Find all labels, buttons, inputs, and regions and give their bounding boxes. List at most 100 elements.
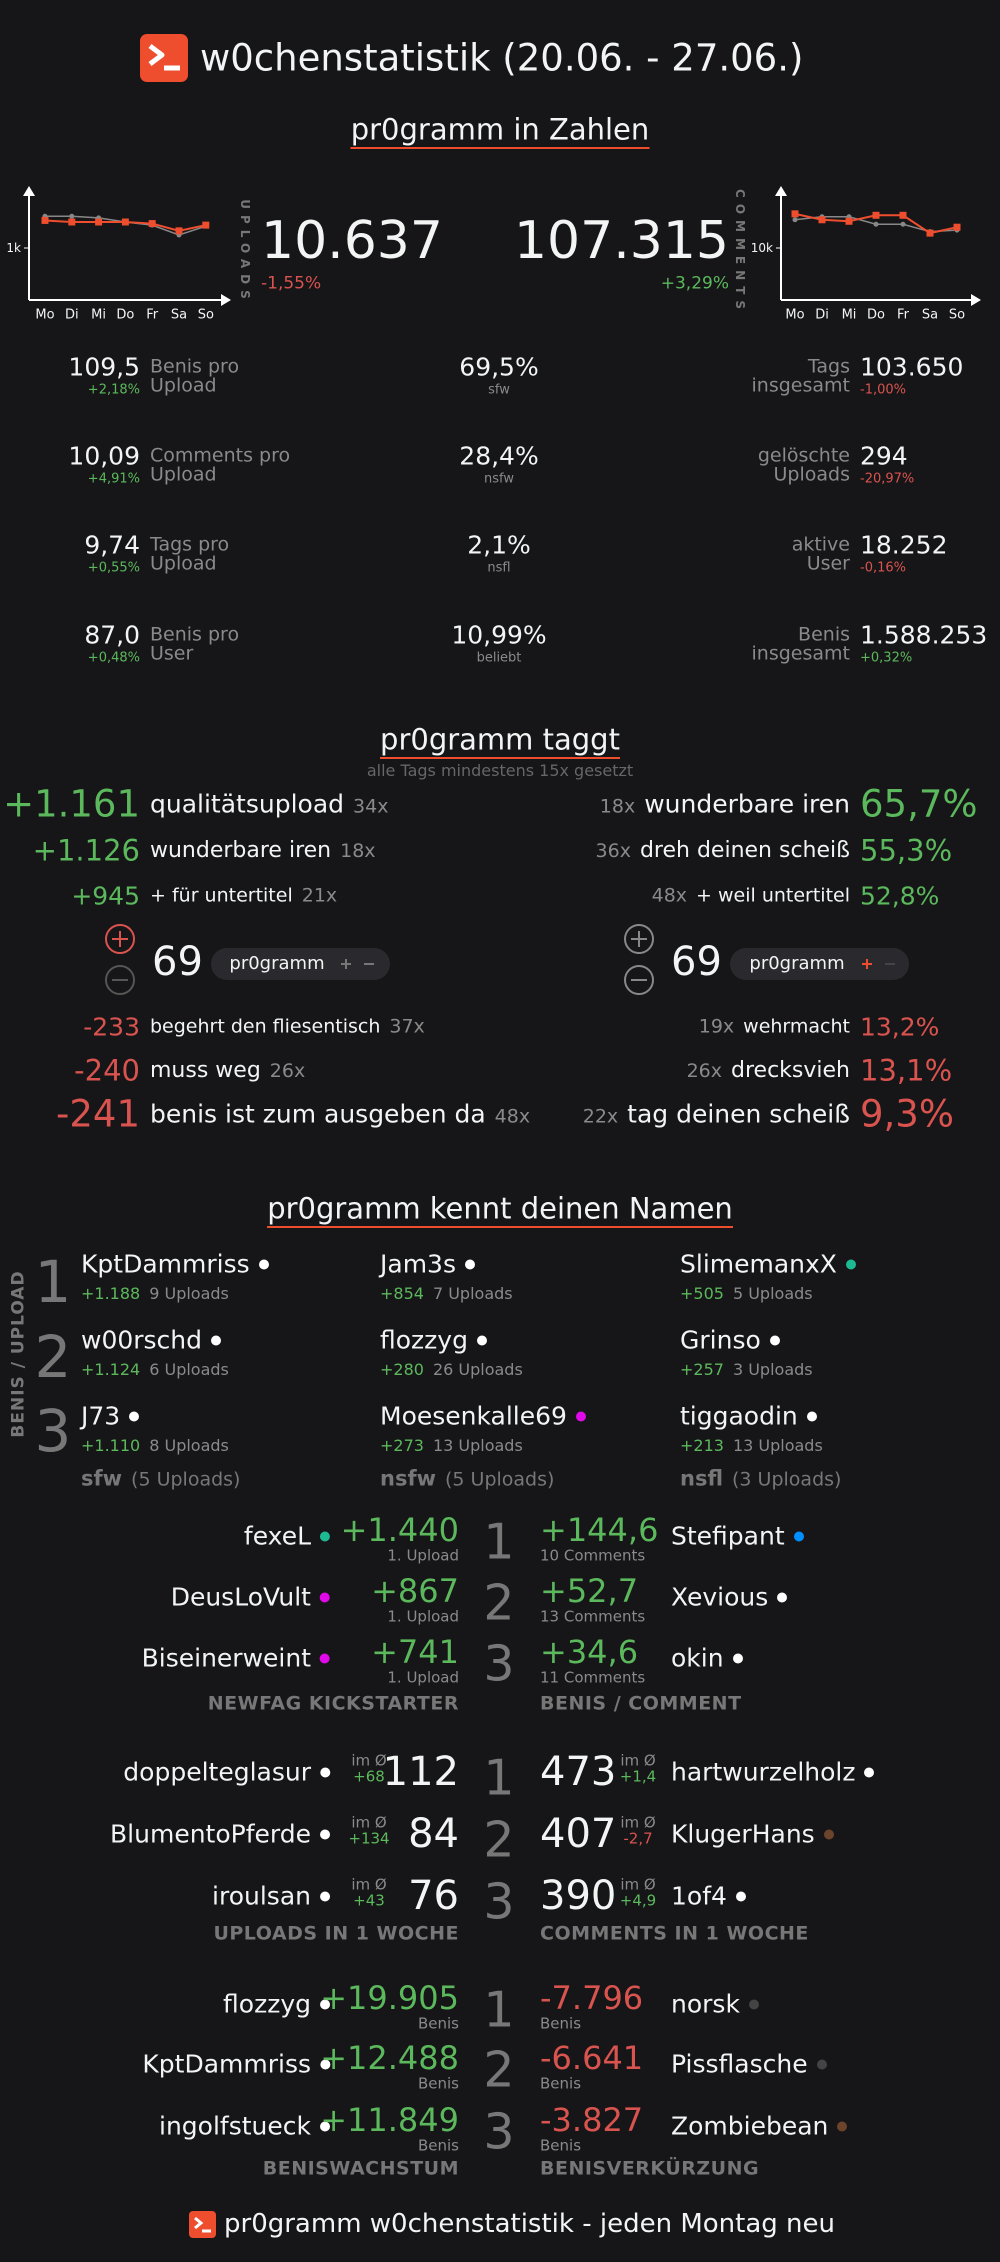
rank-note: 1. Upload xyxy=(387,1546,459,1565)
user-name: w00rschd xyxy=(81,1325,203,1355)
user-name: norsk xyxy=(671,1989,740,2019)
user-stats: +273 13 Uploads xyxy=(380,1438,523,1454)
rank-note: 11 Comments xyxy=(540,1668,646,1687)
x-tick-label: Do xyxy=(116,307,135,323)
category: nsfw xyxy=(380,1466,436,1491)
user-dot xyxy=(258,1259,269,1269)
upload-count: 9 Uploads xyxy=(149,1284,229,1303)
stat-label: Tags xyxy=(807,355,850,378)
stat-value: 1.588.253 xyxy=(860,620,988,650)
user-dot xyxy=(793,1531,804,1541)
user-name: Biseinerweint xyxy=(141,1643,311,1673)
ranking-title: BENISVERKÜRZUNG xyxy=(540,2157,760,2180)
user-dot xyxy=(748,1999,759,2009)
user-dot xyxy=(320,1829,330,1839)
upload-count: (5 Uploads) xyxy=(445,1468,555,1491)
vote-score: 69 xyxy=(152,939,203,985)
avg-value: +4,9 xyxy=(619,1891,657,1910)
user-dot xyxy=(129,1411,140,1421)
x-tick-label: Di xyxy=(64,307,79,323)
tag-share: 13,1% xyxy=(860,1053,953,1088)
upload-count: 3 Uploads xyxy=(732,1360,813,1379)
user-name: hartwurzelholz xyxy=(671,1757,856,1787)
tag-count: 18x xyxy=(340,840,376,862)
point xyxy=(791,210,799,218)
user-name: Grinso xyxy=(680,1325,761,1355)
point xyxy=(818,216,826,224)
user-stats: +213 13 Uploads xyxy=(680,1438,823,1454)
tag-score: +945 xyxy=(71,881,140,911)
tag-row: wunderbare iren 18x xyxy=(150,840,376,862)
tag-pills xyxy=(211,948,909,980)
tag-share: 65,7% xyxy=(860,782,978,826)
stat-label: nsfw xyxy=(484,471,514,487)
user-dot xyxy=(735,1891,746,1901)
point xyxy=(953,223,961,231)
tag-row: 36x dreh deinen scheiß xyxy=(596,840,850,862)
user-name: Xevious xyxy=(671,1582,769,1612)
rank-note: 13 Comments xyxy=(540,1607,646,1626)
rank-value: 84 xyxy=(408,1811,459,1857)
x-tick-label: Fr xyxy=(146,307,159,323)
avg-value: +68 xyxy=(353,1767,385,1786)
stat-label: insgesamt xyxy=(751,374,850,397)
user-name: 1of4 xyxy=(671,1881,727,1911)
user-dot xyxy=(320,1531,330,1541)
benis: +213 xyxy=(680,1436,724,1455)
point xyxy=(873,221,879,227)
user: J73 xyxy=(81,1404,140,1429)
axis-arrow xyxy=(221,294,231,306)
rank-value: 76 xyxy=(408,1873,459,1919)
stat-label: Benis pro xyxy=(150,355,240,378)
tag-row: 19x wehrmacht xyxy=(699,1015,850,1038)
change: +2,18% xyxy=(87,382,140,398)
upload-count: 8 Uploads xyxy=(149,1436,229,1455)
tag-row: begehrt den fliesentisch 37x xyxy=(150,1017,425,1037)
user: Zombiebean xyxy=(671,2114,848,2139)
vote-score: 69 xyxy=(671,939,722,985)
tag-row: muss weg 26x xyxy=(150,1060,305,1082)
rank-value: 112 xyxy=(382,1749,459,1795)
user-dot xyxy=(816,2059,827,2069)
tag-score: -241 xyxy=(56,1092,140,1136)
point xyxy=(148,220,156,228)
stat-value: 2,1% xyxy=(467,530,531,560)
rank-value: -3.827 xyxy=(540,2101,644,2139)
user: DeusLoVult xyxy=(171,1585,330,1610)
stat-label: Benis xyxy=(798,623,850,646)
rank-value: +144,6 xyxy=(540,1511,659,1549)
x-tick-label: Di xyxy=(815,307,829,323)
stat-value: 294 xyxy=(860,441,908,471)
axis-arrow xyxy=(971,294,981,306)
user: Jam3s xyxy=(380,1252,475,1277)
section-title: pr0gramm taggt xyxy=(380,722,620,757)
tag: benis ist zum ausgeben da xyxy=(150,1099,486,1129)
tag-pill: pr0gramm xyxy=(749,953,845,974)
stat-label: beliebt xyxy=(476,650,522,666)
point xyxy=(69,213,75,219)
footer-text: pr0gramm w0chenstatistik - jeden Montag … xyxy=(224,2209,835,2239)
user: tiggaodin xyxy=(680,1404,817,1429)
ranking-title: BENISWACHSTUM xyxy=(262,2157,459,2180)
rank-note: Benis xyxy=(540,2074,582,2093)
point xyxy=(872,211,880,219)
stat-label: insgesamt xyxy=(751,642,850,665)
page-title: w0chenstatistik (20.06. - 27.06.) xyxy=(200,36,804,80)
point xyxy=(121,218,129,226)
avg-label: im Ø xyxy=(620,1875,656,1894)
user-dot xyxy=(464,1259,475,1269)
x-tick-label: So xyxy=(948,307,966,323)
x-tick-label: Mo xyxy=(35,307,55,323)
rank-note: Benis xyxy=(540,2014,582,2033)
ranking-title: NEWFAG KICKSTARTER xyxy=(207,1692,459,1715)
x-tick-label: Mi xyxy=(91,307,107,323)
user-name: iroulsan xyxy=(212,1881,311,1911)
tag-row: 48x + weil untertitel xyxy=(652,886,850,906)
user: okin xyxy=(671,1646,743,1671)
tag: wehrmacht xyxy=(743,1015,850,1038)
user: flozzyg xyxy=(223,1992,330,2017)
user: Grinso xyxy=(680,1328,780,1353)
user-dot xyxy=(837,2121,848,2131)
rank: 1 xyxy=(483,1981,515,2039)
point xyxy=(175,227,183,235)
